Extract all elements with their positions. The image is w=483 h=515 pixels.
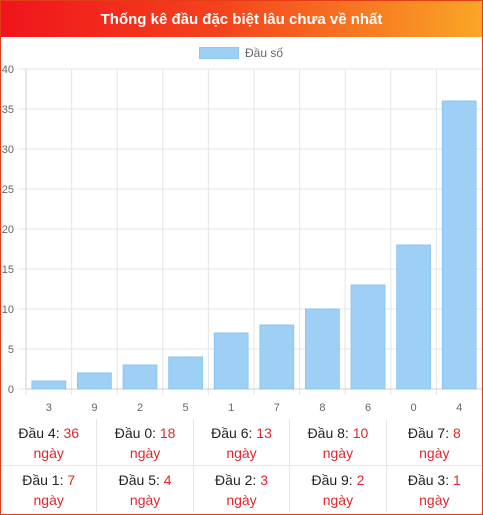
stat-count: 13	[256, 425, 272, 441]
stat-label: Đầu 2:	[215, 472, 257, 488]
stat-label: Đầu 5:	[118, 472, 160, 488]
legend-swatch	[199, 47, 239, 59]
stat-unit: ngày	[226, 492, 257, 508]
stat-unit: ngày	[322, 492, 354, 508]
stat-label: Đầu 1:	[22, 472, 64, 488]
y-tick-label: 0	[8, 384, 14, 396]
x-tick-label: 5	[183, 402, 189, 414]
stat-cell: Đầu 4: 36 ngày	[1, 419, 98, 465]
x-tick-label: 3	[46, 402, 52, 414]
stat-unit: ngày	[419, 445, 450, 461]
x-tick-label: 9	[91, 402, 97, 414]
stat-label: Đầu 7:	[407, 425, 450, 441]
stat-cell: Đầu 0: 18 ngày	[97, 419, 194, 465]
stat-cell: Đầu 6: 13 ngày	[194, 419, 291, 465]
stat-label: Đầu 8:	[307, 425, 349, 441]
stat-unit: ngày	[33, 445, 64, 461]
bar	[441, 100, 477, 390]
stat-count: 3	[260, 472, 268, 488]
bar	[259, 324, 295, 390]
stat-count: 10	[352, 425, 369, 441]
bar	[305, 308, 340, 390]
y-tick-label: 40	[2, 64, 14, 76]
stat-count: 7	[67, 472, 76, 488]
stat-cell: Đầu 3: 1 ngày	[387, 466, 482, 512]
x-tick-label: 8	[319, 402, 325, 414]
y-tick-label: 25	[2, 184, 14, 196]
page-title: Thống kê đầu đặc biệt lâu chưa về nhất	[1, 1, 482, 37]
stat-count: 4	[163, 472, 172, 488]
x-tick-label: 0	[411, 402, 417, 414]
chart-bars	[31, 100, 477, 390]
bar	[396, 244, 431, 390]
y-tick-label: 15	[2, 264, 14, 276]
stat-count: 18	[159, 425, 176, 441]
x-tick-label: 7	[274, 402, 280, 414]
x-tick-label: 1	[228, 402, 234, 414]
bar	[168, 356, 203, 390]
legend-label: Đầu số	[245, 46, 284, 60]
stat-unit: ngày	[129, 445, 161, 461]
stat-cell: Đầu 2: 3 ngày	[194, 466, 291, 512]
stat-cell: Đầu 1: 7 ngày	[1, 466, 98, 512]
bar	[77, 372, 112, 390]
stat-count: 36	[63, 425, 80, 441]
chart-grid	[20, 68, 482, 395]
bar	[350, 284, 386, 390]
stat-label: Đầu 0:	[114, 425, 156, 441]
y-tick-label: 35	[2, 104, 14, 116]
stat-count: 2	[356, 472, 365, 488]
stat-cell: Đầu 7: 8 ngày	[387, 419, 482, 465]
stat-unit: ngày	[129, 492, 161, 508]
stat-count: 1	[453, 472, 461, 488]
y-tick-label: 10	[2, 304, 14, 316]
stat-cell: Đầu 8: 10 ngày	[290, 419, 387, 465]
x-tick-label: 2	[137, 402, 143, 414]
stat-cell: Đầu 9: 2 ngày	[290, 466, 387, 512]
x-tick-label: 6	[365, 402, 371, 414]
stats-table: Đầu 4: 36 ngày Đầu 0: 18 ngày Đầu 6: 13 …	[1, 419, 482, 512]
bar	[213, 332, 249, 390]
stat-unit: ngày	[33, 492, 64, 508]
stat-unit: ngày	[419, 492, 450, 508]
y-tick-label: 30	[2, 144, 14, 156]
y-tick-label: 5	[8, 344, 14, 356]
stat-count: 8	[453, 425, 461, 441]
bar	[122, 364, 158, 390]
stat-cell: Đầu 5: 4 ngày	[97, 466, 194, 512]
bar	[31, 380, 67, 390]
stats-row: Đầu 1: 7 ngày Đầu 5: 4 ngày Đầu 2: 3 ngà…	[1, 465, 482, 512]
stat-label: Đầu 9:	[311, 472, 353, 488]
stat-unit: ngày	[226, 445, 257, 461]
stat-unit: ngày	[322, 445, 354, 461]
stat-label: Đầu 4:	[18, 425, 60, 441]
y-tick-label: 20	[2, 224, 14, 236]
x-tick-label: 4	[456, 402, 462, 414]
stat-label: Đầu 3:	[407, 472, 450, 488]
stat-label: Đầu 6:	[211, 425, 253, 441]
chart-legend[interactable]: Đầu số	[199, 45, 283, 61]
stats-row: Đầu 4: 36 ngày Đầu 0: 18 ngày Đầu 6: 13 …	[1, 419, 482, 465]
